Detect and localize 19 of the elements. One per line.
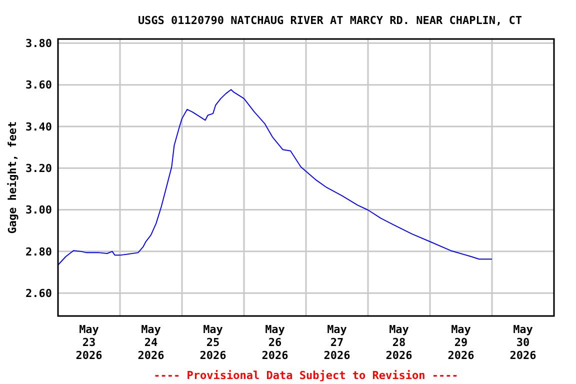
y-tick-label: 2.80 — [26, 245, 52, 258]
x-tick-label: May 29 2026 — [448, 323, 475, 362]
x-tick-label: May 28 2026 — [386, 323, 413, 362]
line-series — [58, 89, 492, 266]
y-tick-label: 3.80 — [26, 37, 52, 50]
x-tick-label: May 23 2026 — [76, 323, 103, 362]
x-tick-label: May 24 2026 — [138, 323, 165, 362]
text: ---- Provisional Data Subject to Revision ---- — [154, 369, 458, 382]
x-tick-label: May 26 2026 — [262, 323, 289, 362]
y-tick-label: 3.60 — [26, 78, 52, 92]
y-tick-label: 3.00 — [26, 204, 52, 217]
x-tick-label: May 27 2026 — [324, 323, 351, 362]
x-tick-label: May 25 2026 — [200, 323, 227, 362]
x-tick-label: May 30 2026 — [510, 323, 537, 362]
y-tick-label: 2.60 — [26, 286, 52, 300]
y-tick-label: 3.20 — [26, 162, 52, 175]
y-axis-title: Gage height, feet — [6, 121, 19, 234]
y-tick-label: 3.40 — [26, 120, 52, 134]
chart-title: USGS 01120790 NATCHAUG RIVER AT MARCY RD. NEAR CHAPLIN, CT — [138, 14, 522, 27]
